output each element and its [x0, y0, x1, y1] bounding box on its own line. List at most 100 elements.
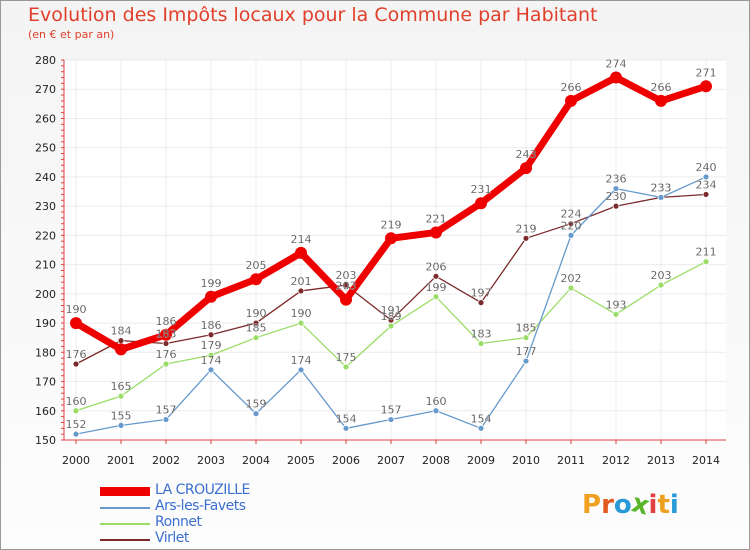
data-point-ars-les-favets: [297, 366, 305, 374]
x-tick-label: 2003: [197, 454, 225, 467]
y-tick-label: 190: [35, 317, 56, 330]
data-point-la-crouzille: [430, 226, 442, 239]
legend-label-virlet: Virlet: [155, 530, 189, 546]
data-label-la-crouzille: 274: [606, 58, 627, 71]
x-tick-label: 2006: [332, 454, 360, 467]
data-point-ronnet: [522, 334, 530, 342]
data-label-ronnet: 189: [381, 310, 402, 323]
x-tick-label: 2011: [557, 454, 585, 467]
data-point-virlet: [702, 191, 710, 198]
x-tick-label: 2004: [242, 454, 270, 467]
data-point-virlet: [117, 337, 125, 345]
data-point-la-crouzille: [475, 197, 487, 210]
data-point-ars-les-favets: [432, 407, 440, 415]
x-tick-label: 2012: [602, 454, 630, 467]
logo-letter: i: [648, 490, 658, 520]
legend-label-la-crouzille: LA CROUZILLE: [155, 482, 250, 498]
data-point-ronnet: [567, 284, 575, 292]
data-label-virlet: 219: [516, 222, 537, 235]
y-tick-label: 170: [35, 376, 56, 389]
data-label-la-crouzille: 221: [426, 212, 447, 225]
data-label-ronnet: 190: [291, 307, 312, 320]
data-point-ars-les-favets: [702, 173, 710, 181]
data-point-ronnet: [702, 258, 710, 266]
y-tick-label: 180: [35, 346, 56, 359]
data-label-virlet: 230: [606, 190, 627, 203]
data-label-virlet: 233: [651, 181, 672, 194]
data-label-ronnet: 165: [111, 380, 132, 393]
x-tick-label: 2009: [467, 454, 495, 467]
data-label-virlet: 176: [66, 348, 87, 361]
legend-swatch-ars-les-favets: [100, 507, 150, 509]
data-label-ars-les-favets: 220: [561, 219, 582, 232]
data-point-ars-les-favets: [162, 416, 170, 423]
y-tick-label: 160: [35, 405, 56, 418]
data-label-virlet: 224: [561, 208, 582, 221]
data-point-ars-les-favets: [657, 193, 665, 201]
data-label-ars-les-favets: 155: [111, 409, 132, 422]
data-label-la-crouzille: 190: [66, 303, 87, 316]
x-tick-label: 2008: [422, 454, 450, 467]
data-label-virlet: 190: [246, 307, 267, 320]
proxiti-logo: Proxiti: [582, 488, 679, 521]
data-point-virlet: [477, 299, 485, 307]
data-label-ars-les-favets: 233: [651, 181, 672, 194]
data-point-ars-les-favets: [522, 357, 530, 365]
legend-label-ars-les-favets: Ars-les-Favets: [155, 498, 246, 514]
logo-letter: r: [601, 490, 614, 520]
data-point-virlet: [207, 331, 215, 339]
data-point-ars-les-favets: [252, 410, 260, 418]
data-label-virlet: 191: [381, 304, 402, 317]
data-point-ronnet: [252, 334, 260, 342]
data-label-ronnet: 160: [66, 395, 87, 408]
data-label-ronnet: 176: [156, 348, 177, 361]
data-point-virlet: [162, 340, 170, 347]
data-label-la-crouzille: 266: [561, 81, 582, 94]
data-point-virlet: [72, 360, 80, 368]
data-point-ronnet: [477, 340, 485, 347]
logo-letter: P: [582, 490, 602, 520]
data-label-la-crouzille: 186: [156, 315, 177, 328]
data-point-la-crouzille: [250, 273, 262, 286]
legend-swatch-ronnet: [100, 523, 150, 525]
data-point-ars-les-favets: [117, 421, 125, 429]
data-label-la-crouzille: 231: [471, 183, 492, 196]
data-label-virlet: 201: [291, 275, 312, 288]
y-tick-label: 230: [35, 200, 56, 213]
chart-title: Evolution des Impôts locaux pour la Comm…: [28, 4, 598, 26]
data-label-la-crouzille: 199: [201, 277, 222, 290]
logo-letter: t: [657, 490, 670, 520]
data-point-la-crouzille: [160, 328, 172, 341]
data-point-virlet: [522, 234, 530, 242]
data-label-ars-les-favets: 152: [66, 418, 87, 431]
data-label-la-crouzille: 266: [651, 81, 672, 94]
data-label-ars-les-favets: 159: [246, 398, 267, 411]
data-point-la-crouzille: [205, 290, 217, 303]
data-label-la-crouzille: 214: [291, 233, 312, 246]
x-tick-label: 2002: [152, 454, 180, 467]
y-tick-label: 200: [35, 288, 56, 301]
data-point-ars-les-favets: [612, 185, 620, 193]
data-label-ronnet: 179: [201, 339, 222, 352]
data-label-ars-les-favets: 154: [471, 412, 492, 425]
x-tick-label: 2001: [107, 454, 135, 467]
y-tick-label: 270: [35, 83, 56, 96]
x-tick-label: 2005: [287, 454, 315, 467]
data-point-virlet: [342, 281, 350, 289]
chart-subtitle: (en € et par an): [28, 28, 115, 41]
legend-swatch-la-crouzille: [100, 487, 150, 496]
y-tick-label: 220: [35, 229, 56, 242]
data-point-la-crouzille: [295, 246, 307, 259]
data-label-virlet: 197: [471, 287, 492, 300]
data-point-ronnet: [432, 293, 440, 301]
data-point-ronnet: [387, 322, 395, 330]
y-tick-label: 240: [35, 171, 56, 184]
data-point-la-crouzille: [655, 94, 667, 107]
data-label-virlet: 186: [201, 319, 222, 332]
data-point-ronnet: [612, 310, 620, 318]
data-label-la-crouzille: 271: [696, 66, 717, 79]
logo-letter: o: [613, 490, 632, 520]
data-point-virlet: [612, 202, 620, 210]
data-label-ronnet: 199: [426, 281, 447, 294]
